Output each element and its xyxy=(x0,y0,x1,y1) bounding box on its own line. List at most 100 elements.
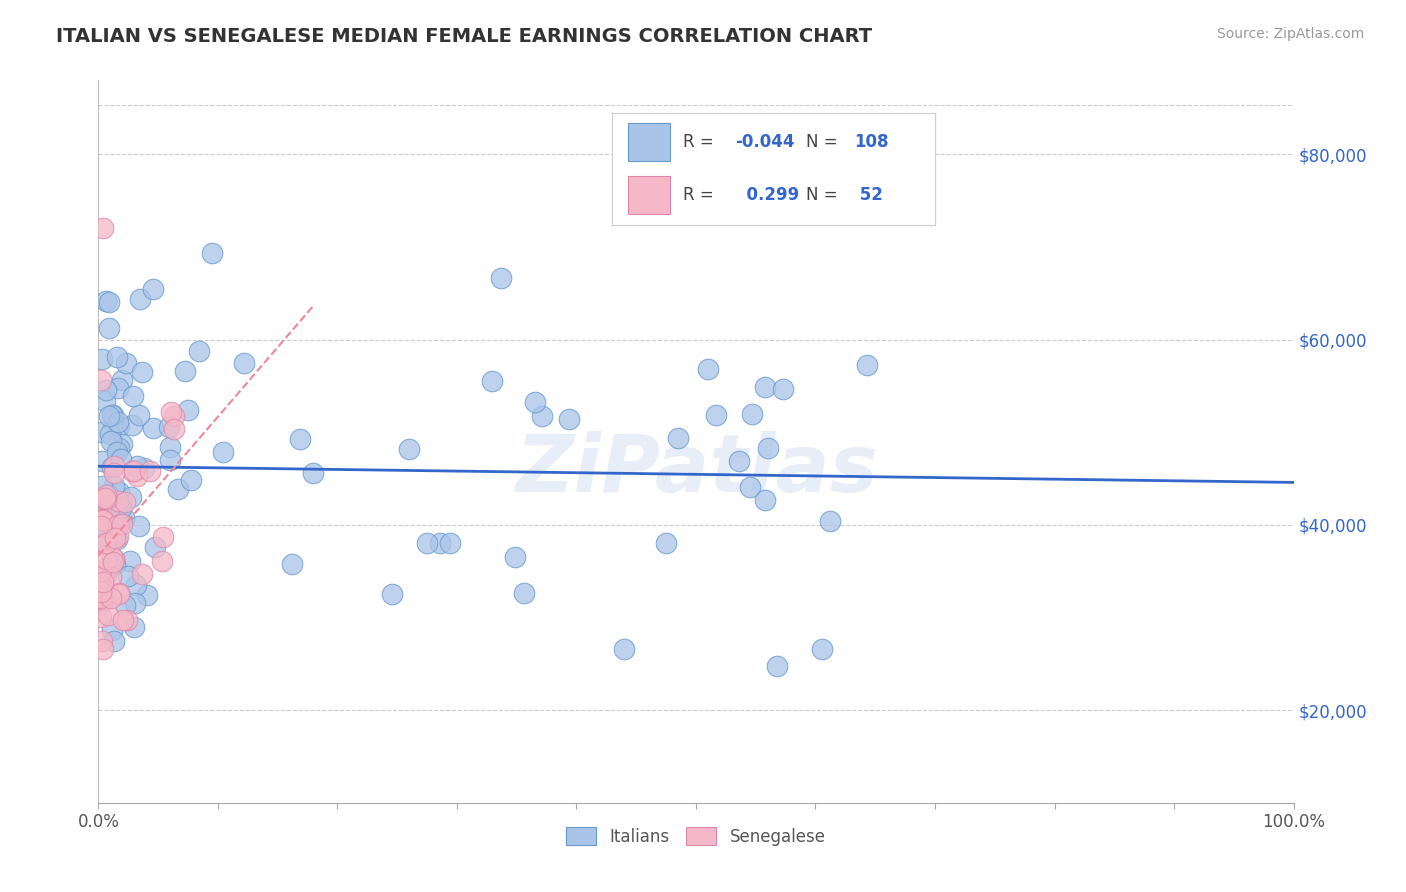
Point xyxy=(128,518,150,533)
Point xyxy=(101,556,124,570)
Point xyxy=(152,530,174,544)
Point xyxy=(111,517,134,532)
Point xyxy=(94,394,117,409)
Point xyxy=(381,587,404,601)
Point xyxy=(104,531,127,545)
Point xyxy=(174,364,197,378)
Point xyxy=(91,425,114,440)
Point xyxy=(766,659,789,673)
Point xyxy=(531,409,554,424)
Point xyxy=(107,586,129,600)
Point xyxy=(131,566,153,581)
Point xyxy=(481,374,503,388)
Point xyxy=(177,402,200,417)
Point xyxy=(100,550,122,565)
Point xyxy=(105,351,128,365)
Point xyxy=(91,506,114,520)
Point xyxy=(91,529,114,543)
Point xyxy=(91,492,114,507)
Point xyxy=(94,488,117,502)
Point xyxy=(728,454,751,468)
Point xyxy=(121,464,143,478)
Point xyxy=(163,409,186,424)
Point xyxy=(114,598,136,612)
Point xyxy=(128,408,150,422)
Point xyxy=(101,408,124,422)
Point xyxy=(90,511,112,525)
Point xyxy=(104,516,127,530)
Point xyxy=(281,557,304,571)
Point xyxy=(97,321,120,335)
Point xyxy=(101,623,124,637)
Point xyxy=(90,564,112,578)
Point xyxy=(415,536,437,550)
Point xyxy=(103,466,125,480)
Point xyxy=(107,442,129,456)
Point xyxy=(150,554,173,568)
Point xyxy=(429,536,451,550)
Legend: Italians, Senegalese: Italians, Senegalese xyxy=(560,821,832,852)
Point xyxy=(110,501,132,516)
Point xyxy=(110,452,132,467)
Point xyxy=(100,591,122,605)
Text: ITALIAN VS SENEGALESE MEDIAN FEMALE EARNINGS CORRELATION CHART: ITALIAN VS SENEGALESE MEDIAN FEMALE EARN… xyxy=(56,27,872,45)
Point xyxy=(103,634,125,648)
Point xyxy=(162,422,184,436)
Point xyxy=(738,480,761,494)
Point xyxy=(91,479,114,493)
Point xyxy=(124,596,146,610)
Point xyxy=(524,395,547,409)
Point xyxy=(107,529,129,543)
Point xyxy=(108,485,131,500)
Point xyxy=(143,541,166,555)
Point xyxy=(439,536,461,550)
Point xyxy=(142,421,165,435)
Point xyxy=(301,467,323,481)
Point xyxy=(125,578,148,592)
Point xyxy=(97,533,120,548)
Point xyxy=(513,585,536,599)
Point xyxy=(811,641,834,656)
Point xyxy=(91,497,114,511)
Point xyxy=(212,445,235,459)
Text: ZiPatlas: ZiPatlas xyxy=(515,432,877,509)
Point xyxy=(754,492,776,507)
Point xyxy=(772,382,794,396)
Point xyxy=(96,552,118,566)
Point xyxy=(90,610,112,624)
Point xyxy=(105,496,128,510)
Point xyxy=(820,515,842,529)
Point xyxy=(90,374,112,388)
Point xyxy=(741,407,763,421)
Point xyxy=(100,434,122,448)
Point xyxy=(121,389,143,403)
Point xyxy=(288,433,311,447)
Point xyxy=(655,535,678,549)
Point xyxy=(110,373,132,387)
Point xyxy=(159,452,181,467)
Point xyxy=(91,592,114,607)
Point xyxy=(91,634,114,648)
Point xyxy=(91,351,114,366)
Point xyxy=(105,445,128,459)
Point xyxy=(103,551,125,566)
Point xyxy=(107,416,129,430)
Point xyxy=(103,459,125,474)
Point xyxy=(94,491,117,505)
Point xyxy=(96,567,118,582)
Text: Source: ZipAtlas.com: Source: ZipAtlas.com xyxy=(1216,27,1364,41)
Point xyxy=(489,271,512,285)
Point xyxy=(121,417,143,432)
Point xyxy=(98,427,121,442)
Point xyxy=(112,510,135,524)
Point xyxy=(136,588,159,602)
Point xyxy=(167,482,190,496)
Point xyxy=(90,591,112,605)
Point xyxy=(157,420,180,434)
Point xyxy=(139,464,162,478)
Point xyxy=(107,493,129,508)
Point xyxy=(94,294,117,309)
Point xyxy=(110,514,132,528)
Point xyxy=(91,575,114,590)
Point xyxy=(115,613,138,627)
